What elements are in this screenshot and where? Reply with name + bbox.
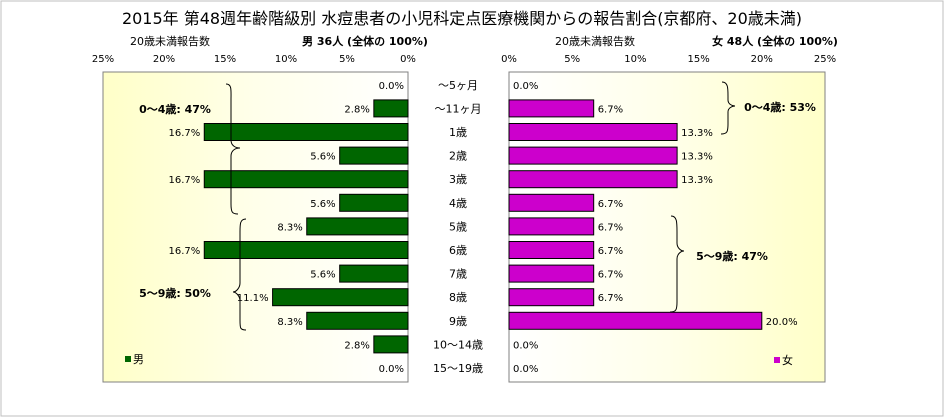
male-bar (339, 146, 409, 165)
female-value-label: 6.7% (598, 199, 623, 210)
category-label: 2歳 (449, 150, 467, 163)
male-bar (373, 335, 409, 354)
male-value-label: 11.1% (237, 293, 269, 304)
male-bar (203, 170, 409, 189)
female-value-label: 13.3% (681, 175, 713, 186)
male-bar (339, 193, 409, 212)
female-header: 女 48人 (全体の 100%) (712, 34, 838, 48)
female-value-label: 13.3% (681, 128, 713, 139)
male-tick-label: 25% (92, 54, 114, 65)
female-value-label: 6.7% (598, 270, 623, 281)
chart-title: 2015年 第48週年齢階級別 水痘患者の小児科定点医療機関からの報告割合(京都… (122, 9, 802, 28)
female-brace-0-4 (720, 81, 736, 135)
female-tick-label: 5% (564, 54, 580, 65)
male-bar (339, 264, 409, 283)
male-group-5-9: 5～9歳: 50% (139, 286, 211, 300)
female-tick-label: 15% (687, 54, 709, 65)
male-tick-label: 0% (400, 54, 416, 65)
category-label: 9歳 (449, 315, 467, 328)
female-axis-label: 20歳未満報告数 (555, 35, 635, 48)
male-brace-0-4 (225, 83, 241, 215)
category-label: 7歳 (449, 268, 467, 281)
category-label: 1歳 (449, 126, 467, 139)
female-value-label: 13.3% (681, 152, 713, 163)
category-label: 15～19歳 (433, 362, 483, 375)
female-value-label: 6.7% (598, 293, 623, 304)
female-bar (508, 217, 595, 236)
category-label: 5歳 (449, 220, 467, 233)
female-tick-label: 10% (624, 54, 646, 65)
male-header: 男 36人 (全体の 100%) (302, 34, 428, 48)
female-bar (508, 241, 595, 259)
category-label: 6歳 (449, 244, 467, 257)
female-group-5-9: 5～9歳: 47% (696, 249, 768, 263)
female-legend-label: 女 (782, 353, 793, 367)
male-tick-label: 10% (275, 54, 297, 65)
male-value-label: 5.6% (310, 152, 335, 163)
female-tick-label: 0% (501, 54, 517, 65)
male-brace-5-9 (232, 218, 247, 331)
male-value-label: 5.6% (310, 270, 335, 281)
category-label: ～5ヶ月 (438, 79, 478, 92)
category-label: 3歳 (449, 173, 467, 186)
male-tick-label: 5% (339, 54, 355, 65)
female-tick-label: 20% (751, 54, 773, 65)
male-bar (373, 99, 409, 118)
female-legend-swatch (774, 357, 780, 363)
category-label: 8歳 (449, 291, 467, 304)
female-brace-5-9 (669, 215, 685, 313)
female-value-label: 6.7% (598, 104, 623, 115)
category-label: 4歳 (449, 197, 467, 210)
male-value-label: 16.7% (168, 246, 200, 257)
female-bar (508, 193, 595, 212)
male-value-label: 2.8% (344, 340, 369, 351)
male-axis-label: 20歳未満報告数 (130, 35, 210, 48)
male-bar (306, 217, 409, 236)
male-group-0-4: 0～4歳: 47% (139, 102, 211, 116)
male-value-label: 8.3% (277, 222, 302, 233)
male-value-label: 2.8% (344, 104, 369, 115)
female-bar (508, 288, 595, 307)
male-tick-label: 15% (214, 54, 236, 65)
male-bar (203, 241, 409, 259)
male-tick-label: 20% (153, 54, 175, 65)
female-bar (508, 264, 595, 283)
female-bar (508, 146, 678, 165)
female-value-label: 6.7% (598, 222, 623, 233)
category-label: 10～14歳 (433, 338, 483, 351)
male-value-label: 16.7% (168, 128, 200, 139)
female-value-label: 0.0% (513, 364, 538, 375)
male-bar (272, 288, 409, 307)
female-group-0-4: 0～4歳: 53% (744, 100, 816, 114)
male-bar (203, 123, 409, 141)
male-value-label: 16.7% (168, 175, 200, 186)
male-legend-label: 男 (133, 353, 144, 366)
female-bar (508, 311, 763, 330)
female-bar (508, 123, 678, 141)
male-legend-swatch (125, 356, 131, 362)
category-label: ～11ヶ月 (435, 102, 482, 115)
female-tick-label: 25% (814, 54, 836, 65)
female-value-label: 0.0% (513, 340, 538, 351)
female-value-label: 20.0% (766, 317, 798, 328)
female-bar (508, 170, 678, 189)
female-value-label: 0.0% (513, 81, 538, 92)
female-bar (508, 99, 595, 118)
male-value-label: 0.0% (379, 81, 404, 92)
male-value-label: 5.6% (310, 199, 335, 210)
male-value-label: 8.3% (277, 317, 302, 328)
female-value-label: 6.7% (598, 246, 623, 257)
male-value-label: 0.0% (379, 364, 404, 375)
male-bar (306, 311, 409, 330)
